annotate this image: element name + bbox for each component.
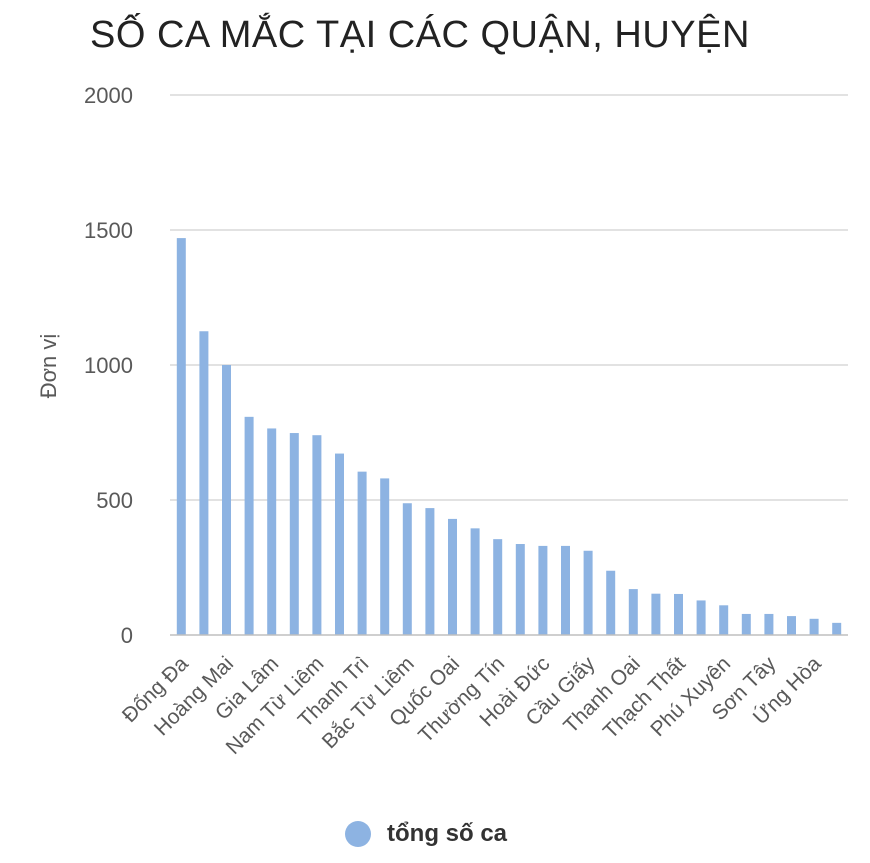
bar xyxy=(741,613,751,635)
gridlines xyxy=(170,94,848,501)
bar xyxy=(764,613,774,635)
bar xyxy=(335,453,344,635)
bar xyxy=(402,503,412,635)
bar xyxy=(199,331,209,635)
legend: tổng số ca xyxy=(345,820,507,848)
bar xyxy=(515,544,525,635)
bar xyxy=(538,545,548,635)
y-tick-label: 1000 xyxy=(84,353,133,378)
bar xyxy=(628,589,638,635)
y-axis-label: Đơn vị xyxy=(36,334,61,399)
bar xyxy=(357,471,367,635)
bar xyxy=(583,550,593,635)
bar xyxy=(425,508,435,635)
bars xyxy=(176,238,842,635)
bar xyxy=(470,528,480,635)
y-tick-label: 500 xyxy=(96,488,133,513)
bar xyxy=(493,539,503,635)
bar xyxy=(289,433,299,635)
bar xyxy=(561,545,570,635)
bar xyxy=(696,600,706,635)
y-axis-ticks: 0 500 1000 1500 2000 xyxy=(84,83,133,648)
bar xyxy=(719,605,729,635)
legend-label: tổng số ca xyxy=(387,820,508,847)
bar xyxy=(312,435,322,635)
bar xyxy=(787,616,796,635)
bar xyxy=(832,622,842,635)
bar xyxy=(606,570,616,635)
bar xyxy=(674,593,683,635)
bar xyxy=(222,365,231,635)
bar xyxy=(448,518,457,635)
legend-marker xyxy=(345,821,371,847)
bar xyxy=(380,478,390,635)
bar xyxy=(176,238,186,635)
bar xyxy=(651,593,661,635)
bar xyxy=(809,618,819,635)
bar xyxy=(267,428,277,635)
chart-title: SỐ CA MẮC TẠI CÁC QUẬN, HUYỆN xyxy=(90,14,750,56)
y-tick-label: 1500 xyxy=(84,218,133,243)
y-tick-label: 2000 xyxy=(84,83,133,108)
y-tick-label: 0 xyxy=(121,623,133,648)
bar xyxy=(244,416,254,635)
